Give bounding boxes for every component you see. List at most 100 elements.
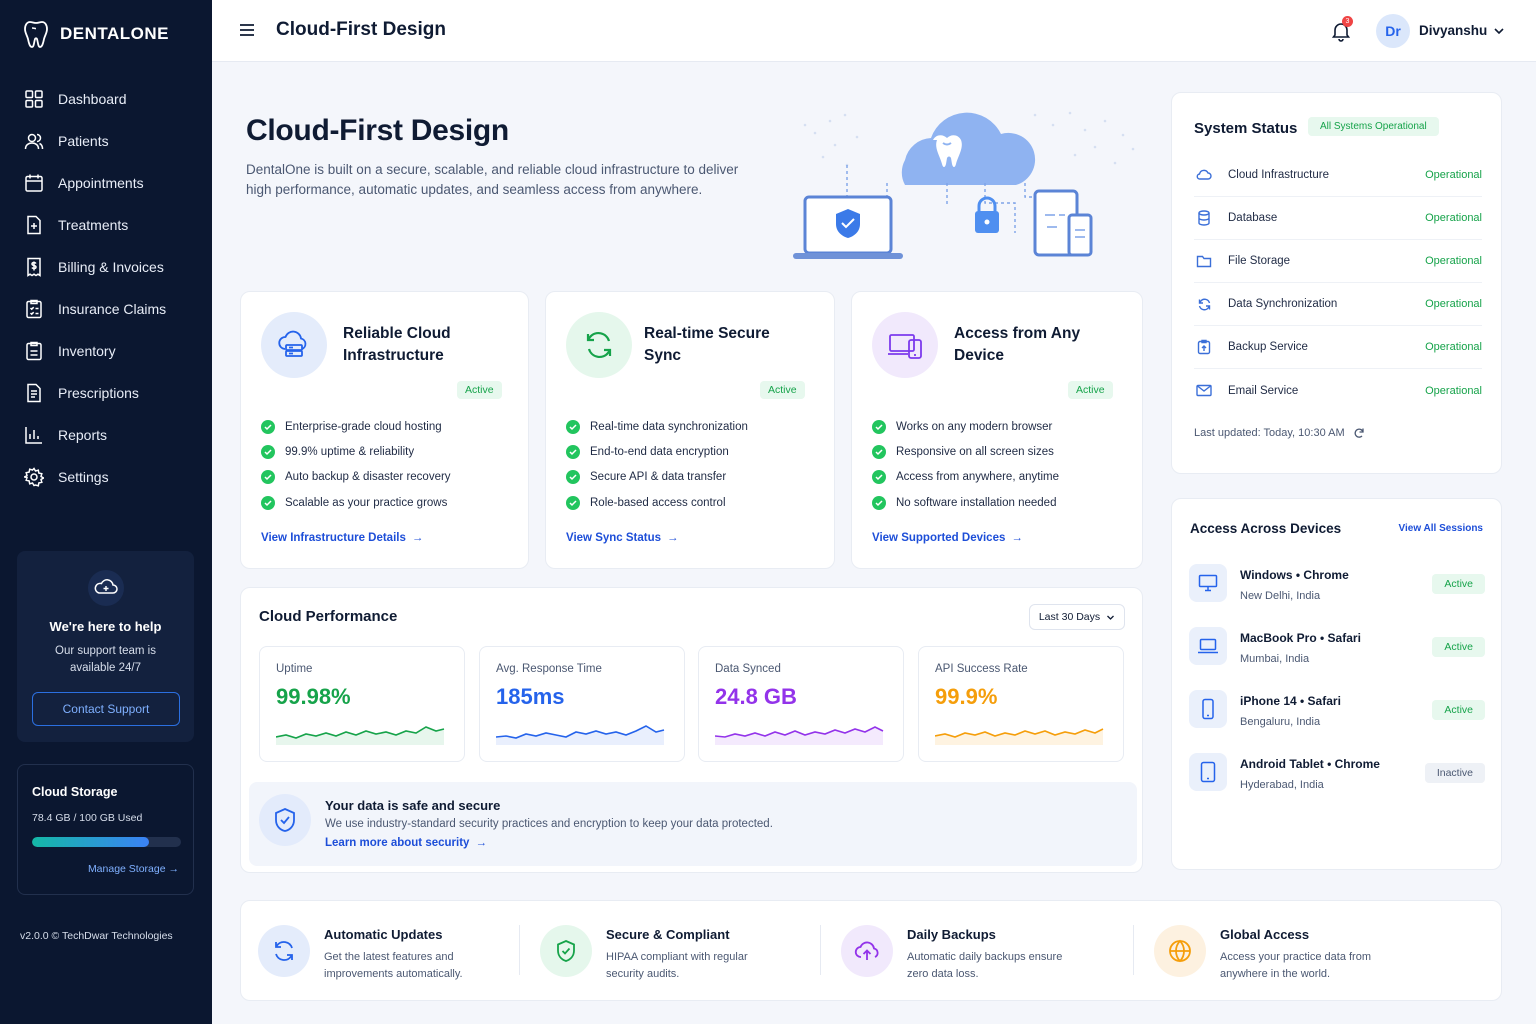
cloud-upload-icon (841, 925, 893, 977)
list-item-label: Role-based access control (590, 496, 726, 509)
status-name: Data Synchronization (1228, 298, 1338, 310)
check-icon (872, 495, 886, 510)
last-updated: Last updated: Today, 10:30 AM (1194, 427, 1365, 439)
check-icon (566, 419, 580, 434)
arrow-right-icon: → (411, 532, 424, 544)
chevron-down-icon[interactable] (1492, 22, 1506, 40)
view-all-sessions-link[interactable]: View All Sessions (1398, 523, 1483, 534)
metric-uptime: Uptime 99.98% (259, 646, 465, 762)
list-item: End-to-end data encryption (566, 439, 748, 464)
sidebar-item-label: Reports (58, 427, 108, 443)
sidebar-item-treatments[interactable]: Treatments (0, 204, 212, 246)
status-value: Operational (1425, 298, 1482, 310)
divider (1133, 925, 1134, 975)
list-item-label: No software installation needed (896, 496, 1057, 509)
status-name: Email Service (1228, 384, 1299, 397)
list-item-label: Works on any modern browser (896, 420, 1053, 433)
list-item-label: Secure API & data transfer (590, 471, 727, 484)
arrow-right-icon: → (168, 863, 180, 875)
sidebar-item-inventory[interactable]: Inventory (0, 330, 212, 372)
view-supported-devices-link[interactable]: View Supported Devices → (872, 532, 1023, 544)
security-banner: Your data is safe and secure We use indu… (249, 782, 1137, 866)
backup-icon (1194, 339, 1214, 355)
mail-icon (1194, 384, 1214, 397)
sidebar-item-patients[interactable]: Patients (0, 120, 212, 162)
last-updated-text: Last updated: Today, 10:30 AM (1194, 427, 1345, 439)
sparkline (496, 725, 665, 745)
feature-list: Enterprise-grade cloud hosting 99.9% upt… (261, 414, 451, 515)
feature-title: Real-time Secure Sync (644, 325, 770, 364)
device-row: MacBook Pro • Safari Mumbai, India Activ… (1189, 625, 1485, 681)
security-title: Your data is safe and secure (325, 798, 501, 813)
user-name[interactable]: Divyanshu (1419, 23, 1488, 38)
check-icon (261, 495, 275, 510)
tablet-icon (1189, 753, 1227, 791)
sidebar-item-label: Insurance Claims (58, 301, 167, 317)
feature-card-infrastructure: Reliable Cloud Infrastructure Active Ent… (240, 291, 529, 569)
shield-icon (259, 794, 311, 846)
status-row-sync: Data Synchronization Operational (1194, 283, 1482, 326)
system-status-title: System Status (1194, 120, 1298, 137)
sparkline (276, 726, 445, 745)
page-title: Cloud-First Design (276, 19, 446, 40)
bottom-feature-desc: Automatic daily backups ensure zero data… (907, 951, 1063, 980)
metric-value: 99.9% (935, 684, 998, 709)
storage-title: Cloud Storage (32, 785, 118, 799)
treatment-icon (27, 215, 41, 235)
brand-name: DENTALONE (60, 24, 170, 43)
check-icon (566, 495, 580, 510)
performance-card: Cloud Performance Last 30 Days Uptime 99… (240, 587, 1143, 873)
sidebar-item-billing[interactable]: Billing & Invoices (0, 246, 212, 288)
claims-icon (26, 299, 42, 319)
arrow-right-icon: → (667, 532, 679, 544)
storage-progress-fill (32, 837, 149, 847)
bottom-feature-desc: HIPAA compliant with regular security au… (606, 951, 748, 980)
device-location: Hyderabad, India (1240, 779, 1324, 791)
view-sync-status-link[interactable]: View Sync Status → (566, 532, 679, 544)
list-item-label: Auto backup & disaster recovery (285, 471, 451, 484)
device-location: New Delhi, India (1240, 590, 1321, 602)
sidebar-item-settings[interactable]: Settings (0, 456, 212, 498)
metric-value: 99.98% (276, 684, 351, 709)
sidebar-item-appointments[interactable]: Appointments (0, 162, 212, 204)
metric-label: Data Synced (715, 663, 781, 675)
hamburger-menu-icon[interactable] (238, 21, 256, 39)
metric-label: Uptime (276, 663, 313, 675)
phone-icon (1189, 690, 1227, 728)
status-name: Cloud Infrastructure (1228, 169, 1329, 181)
manage-storage-link[interactable]: Manage Storage → (88, 863, 179, 875)
gear-icon (24, 467, 44, 487)
system-status-card: System Status All Systems Operational Cl… (1171, 92, 1502, 474)
contact-support-button[interactable]: Contact Support (32, 692, 180, 726)
storage-progress-bar (32, 837, 181, 847)
list-item: 99.9% uptime & reliability (261, 439, 451, 464)
refresh-icon[interactable] (1353, 427, 1365, 439)
sidebar-item-reports[interactable]: Reports (0, 414, 212, 456)
help-title: We're here to help (49, 619, 162, 634)
topbar: Cloud-First Design 3 Dr Divyanshu (212, 0, 1536, 62)
date-range-select[interactable]: Last 30 Days (1029, 604, 1125, 630)
version-text: v2.0.0 © TechDwar Technologies (20, 930, 173, 942)
brand[interactable]: DENTALONE (24, 20, 169, 48)
monitor-icon (1189, 564, 1227, 602)
notifications-button[interactable]: 3 (1330, 16, 1353, 47)
bottom-feature-title: Secure & Compliant (606, 927, 730, 942)
sidebar-item-dashboard[interactable]: Dashboard (0, 78, 212, 120)
security-description: We use industry-standard security practi… (325, 818, 773, 830)
view-infrastructure-link[interactable]: View Infrastructure Details → (261, 532, 423, 544)
sparkline (715, 726, 884, 745)
sidebar-item-prescriptions[interactable]: Prescriptions (0, 372, 212, 414)
list-item: Enterprise-grade cloud hosting (261, 414, 451, 439)
list-item: Real-time data synchronization (566, 414, 748, 439)
feature-list: Works on any modern browser Responsive o… (872, 414, 1059, 515)
avatar[interactable]: Dr (1376, 14, 1410, 48)
sidebar-item-insurance-claims[interactable]: Insurance Claims (0, 288, 212, 330)
status-badge: Active (1432, 637, 1485, 657)
learn-more-security-link[interactable]: Learn more about security → (325, 837, 487, 849)
devices-card: Access Across Devices View All Sessions … (1171, 498, 1502, 870)
status-badge: All Systems Operational (1308, 117, 1439, 136)
list-item: Responsive on all screen sizes (872, 439, 1059, 464)
sparkline (935, 728, 1104, 745)
list-item-label: End-to-end data encryption (590, 445, 729, 458)
list-item-label: Real-time data synchronization (590, 420, 748, 433)
